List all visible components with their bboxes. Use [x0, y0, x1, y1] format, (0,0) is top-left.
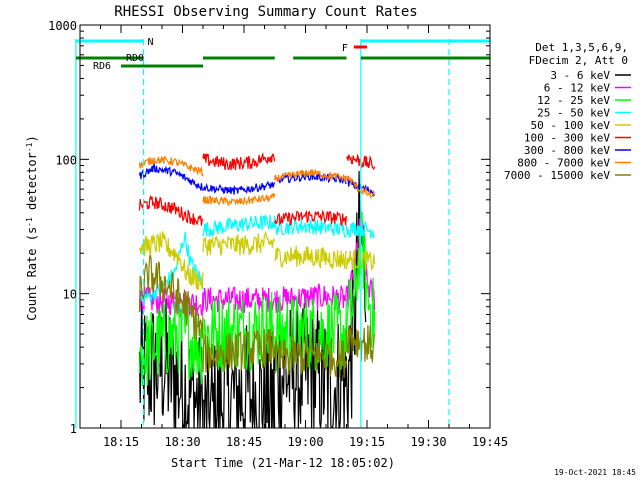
- plot-area: N F RD0 RD6 18:15 18:30 18:45 19:00 19:15 19:30 19…: [48, 19, 508, 449]
- legend-label-6: 300 - 800 keV: [524, 144, 610, 157]
- y-tick-label-2: 10: [63, 288, 77, 302]
- series-line-4-2: [274, 245, 347, 270]
- series-line-5-2: [274, 209, 347, 227]
- flare-label: F: [342, 43, 348, 54]
- x-axis-label: Start Time (21-Mar-12 18:05:02): [171, 456, 395, 470]
- x-tick-label-1: 18:30: [164, 435, 200, 449]
- y-axis-label: Count Rate (s-1 detector-1): [25, 135, 39, 320]
- series-line-5-0: [138, 194, 204, 226]
- y-tick-label-0: 1000: [48, 19, 77, 33]
- night-label: N: [148, 37, 154, 48]
- series-line-3-0: [138, 232, 204, 306]
- x-tick-label-6: 19:45: [472, 435, 508, 449]
- series-line-5-1: [202, 151, 276, 171]
- legend-label-2: 12 - 25 keV: [537, 94, 610, 107]
- legend-label-1: 6 - 12 keV: [544, 82, 611, 95]
- legend: Det 1,3,5,6,9,FDecim 2, Att 0 3 - 6 keV6 …: [504, 41, 631, 182]
- series-line-1-1: [202, 286, 276, 314]
- x-tick-label-3: 19:00: [287, 435, 323, 449]
- series-line-7-1: [202, 192, 276, 206]
- rd0-label: RD0: [126, 53, 144, 64]
- series-line-6-0: [138, 162, 204, 192]
- x-tick-label-4: 19:15: [349, 435, 385, 449]
- series-6: [138, 162, 376, 198]
- series-line-7-0: [138, 156, 204, 177]
- legend-label-0: 3 - 6 keV: [550, 69, 610, 82]
- series-line-0-3: [345, 171, 367, 428]
- chart-title: RHESSI Observing Summary Count Rates: [114, 4, 417, 20]
- legend-header-1: FDecim 2, Att 0: [529, 54, 628, 67]
- series-line-3-1: [202, 213, 276, 238]
- legend-label-4: 50 - 100 keV: [531, 119, 611, 132]
- legend-label-8: 7000 - 15000 keV: [504, 169, 610, 182]
- series-line-3-2: [274, 217, 347, 238]
- series-line-4-1: [202, 230, 276, 256]
- series-line-8-0: [138, 254, 204, 340]
- x-tick-label-2: 18:45: [226, 435, 262, 449]
- series-line-7-2: [274, 169, 347, 183]
- legend-label-7: 800 - 7000 keV: [517, 157, 610, 170]
- legend-label-5: 100 - 300 keV: [524, 132, 610, 145]
- x-tick-label-5: 19:30: [410, 435, 446, 449]
- series-line-2-2: [274, 293, 347, 373]
- series-line-8-2: [274, 336, 347, 379]
- series-line-6-1: [202, 180, 276, 195]
- series-line-4-0: [138, 230, 204, 291]
- rd6-label: RD6: [93, 61, 111, 72]
- series-line-6-2: [274, 171, 347, 185]
- series-line-2-0: [138, 297, 204, 387]
- y-tick-label-3: 1: [70, 422, 77, 436]
- series-line-8-1: [202, 328, 276, 373]
- legend-label-3: 25 - 50 keV: [537, 107, 610, 120]
- series-4: [138, 230, 376, 291]
- y-tick-label-1: 100: [55, 153, 77, 167]
- legend-header-0: Det 1,3,5,6,9,: [535, 41, 628, 54]
- series-group: [138, 151, 376, 428]
- x-tick-label-0: 18:15: [103, 435, 139, 449]
- footer-timestamp: 19-Oct-2021 18:45: [554, 468, 636, 477]
